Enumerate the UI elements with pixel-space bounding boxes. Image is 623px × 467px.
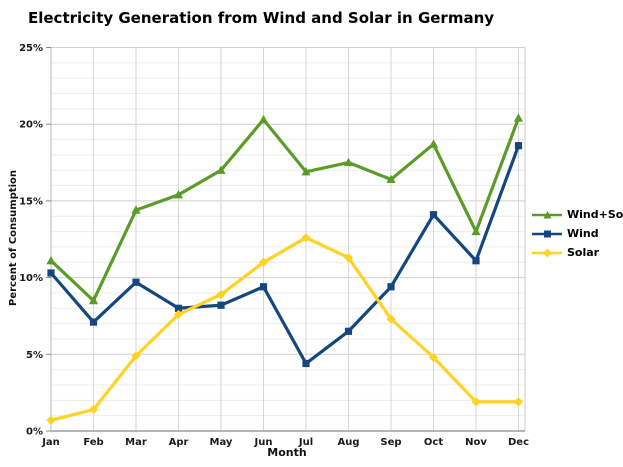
- data-point-marker: [343, 253, 354, 263]
- data-point-marker: [131, 351, 141, 361]
- data-point-marker: [344, 327, 353, 335]
- data-point-marker: [301, 233, 311, 243]
- x-tick-label: May: [210, 437, 233, 448]
- x-tick-label: Apr: [169, 437, 189, 448]
- series-line-wind: [49, 145, 521, 366]
- data-point-marker: [131, 205, 141, 214]
- data-point-marker: [89, 318, 98, 326]
- data-point-marker: [216, 289, 226, 300]
- x-tick-label: Oct: [424, 437, 443, 448]
- data-point-marker: [386, 174, 396, 184]
- data-point-marker: [471, 397, 481, 407]
- data-point-marker: [258, 114, 269, 124]
- data-point-marker: [386, 314, 396, 324]
- y-tick-label: 20%: [19, 120, 43, 131]
- data-point-marker: [217, 301, 225, 309]
- data-point-marker: [47, 269, 55, 277]
- data-point-marker: [302, 359, 310, 368]
- data-point-marker: [259, 283, 268, 291]
- series-line-wind-solar: [49, 117, 520, 304]
- y-tick-label: 10%: [19, 273, 43, 284]
- legend: Wind+Solar Wind Solar: [531, 207, 623, 260]
- data-point-marker: [88, 295, 99, 305]
- data-point-marker: [513, 397, 524, 407]
- x-tick-label: Feb: [83, 437, 103, 448]
- data-point-marker: [173, 309, 184, 320]
- y-tick-label: 25%: [19, 43, 43, 54]
- data-point-marker: [343, 157, 354, 167]
- y-tick-label: 0%: [26, 427, 43, 438]
- data-point-marker: [258, 257, 269, 267]
- data-point-marker: [428, 139, 439, 148]
- legend-marker: [543, 248, 552, 257]
- legend-marker: [544, 230, 551, 237]
- x-tick-label: Jan: [41, 437, 60, 448]
- y-tick-label: 5%: [26, 350, 43, 361]
- x-tick-label: Nov: [465, 437, 487, 448]
- data-point-marker: [429, 211, 438, 219]
- chart-title: Electricity Generation from Wind and Sol…: [28, 9, 495, 27]
- legend-marker: [543, 210, 552, 218]
- x-tick-label: Jul: [298, 437, 313, 448]
- series-line-solar: [50, 235, 519, 422]
- legend-label: Wind: [567, 227, 599, 240]
- legend-item-wind: Wind: [531, 226, 623, 241]
- x-tick-label: Dec: [508, 437, 529, 448]
- x-axis-label: Month: [267, 446, 307, 459]
- legend-label: Solar: [567, 246, 600, 259]
- legend-label: Wind+Solar: [567, 208, 623, 221]
- x-tick-label: Mar: [125, 437, 147, 448]
- data-point-marker: [387, 283, 395, 291]
- legend-item-wind-solar: Wind+Solar: [531, 207, 623, 222]
- data-point-marker: [514, 142, 523, 150]
- x-tick-label: Jun: [254, 437, 273, 448]
- legend-item-solar: Solar: [531, 245, 623, 260]
- diamond-marker-icon: [532, 248, 562, 257]
- data-point-marker: [301, 166, 311, 176]
- data-point-marker: [173, 189, 184, 199]
- data-point-marker: [46, 255, 56, 265]
- y-tick-label: 15%: [19, 196, 43, 207]
- data-point-marker: [174, 304, 183, 312]
- data-point-marker: [471, 226, 481, 236]
- square-marker-icon: [532, 230, 562, 237]
- x-tick-label: Sep: [380, 437, 401, 448]
- data-point-marker: [88, 404, 99, 415]
- data-point-marker: [132, 278, 140, 286]
- x-tick-label: Aug: [337, 437, 359, 448]
- data-point-marker: [428, 352, 439, 362]
- data-point-marker: [472, 257, 480, 265]
- triangle-marker-icon: [532, 210, 562, 218]
- data-point-marker: [46, 415, 56, 425]
- data-point-marker: [513, 113, 524, 122]
- data-point-marker: [216, 165, 226, 174]
